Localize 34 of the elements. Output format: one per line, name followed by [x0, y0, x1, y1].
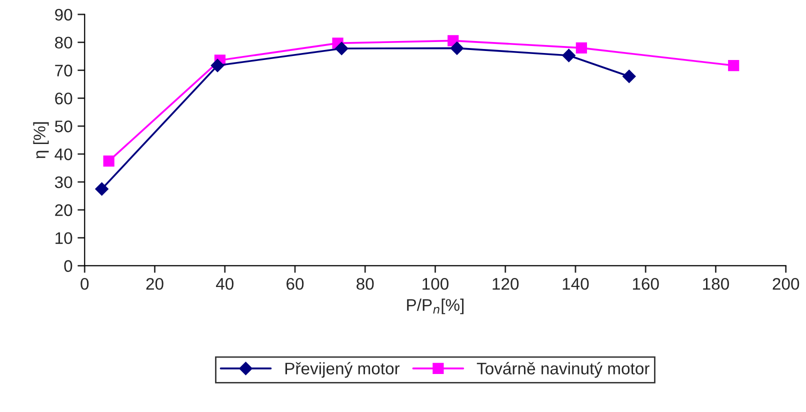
y-tick-label: 90 [55, 8, 72, 21]
x-axis-title: P/P$_{n}$[%] [407, 298, 464, 314]
x-tick-label: 60 [286, 278, 304, 290]
y-tick-label: 60 [55, 92, 72, 104]
y-axis-title: η [%] [33, 122, 49, 158]
y-tick-label: 30 [54, 176, 72, 188]
y-tick-label: 40 [54, 148, 72, 160]
x-tick-label: 140 [562, 278, 589, 290]
point [728, 60, 740, 72]
y-tick-label: 20 [55, 204, 72, 216]
point [95, 182, 108, 196]
y-tick-label: 70 [55, 64, 72, 76]
x-tick-label: 100 [422, 278, 448, 290]
x-tick-label: 0 [80, 278, 89, 290]
point [576, 42, 587, 54]
y-tick-label: 50 [54, 120, 72, 132]
x-tick-label: 120 [492, 278, 519, 290]
x-tick-label: 20 [146, 278, 164, 290]
y-tick-label: 80 [55, 36, 72, 49]
x-tick-label: 200 [772, 278, 800, 290]
legend-label: Továrně navinutý motor [476, 362, 650, 378]
point [450, 42, 464, 55]
point [210, 58, 224, 72]
y-tick-label: 10 [56, 232, 72, 244]
point [103, 155, 114, 167]
legend-label: Převijený motor [285, 362, 400, 378]
x-tick-label: 40 [216, 278, 234, 290]
x-tick-label: 180 [703, 278, 729, 290]
point [335, 42, 348, 56]
x-tick-label: 160 [632, 278, 659, 290]
point [562, 48, 576, 62]
y-tick-label: 0 [64, 260, 72, 272]
point [622, 70, 636, 83]
x-tick-label: 80 [356, 278, 374, 290]
